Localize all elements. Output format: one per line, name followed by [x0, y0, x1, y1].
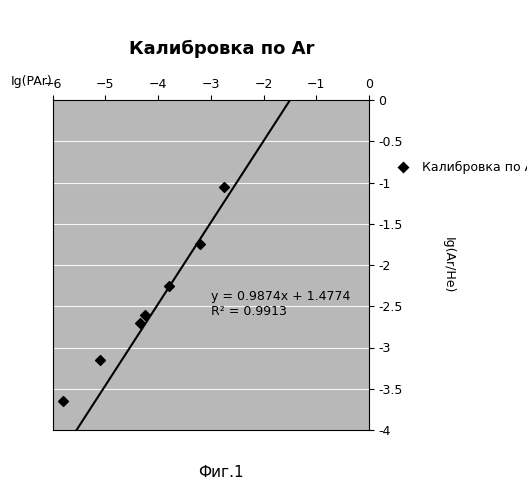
- Point: [59, 397, 67, 405]
- Point: [141, 310, 149, 318]
- Point: [196, 240, 204, 248]
- Legend: Калибровка по Ar: Калибровка по Ar: [386, 156, 527, 180]
- Text: Ig(PAr): Ig(PAr): [11, 74, 52, 88]
- Text: Фиг.1: Фиг.1: [199, 465, 244, 480]
- Point: [135, 319, 144, 327]
- Y-axis label: Ig(Ar/He): Ig(Ar/He): [442, 237, 455, 293]
- Point: [96, 356, 104, 364]
- Point: [164, 282, 173, 290]
- Text: y = 0.9874x + 1.4774
R² = 0.9913: y = 0.9874x + 1.4774 R² = 0.9913: [211, 290, 350, 318]
- Point: [220, 182, 228, 190]
- Text: Калибровка по Ar: Калибровка по Ar: [129, 40, 314, 58]
